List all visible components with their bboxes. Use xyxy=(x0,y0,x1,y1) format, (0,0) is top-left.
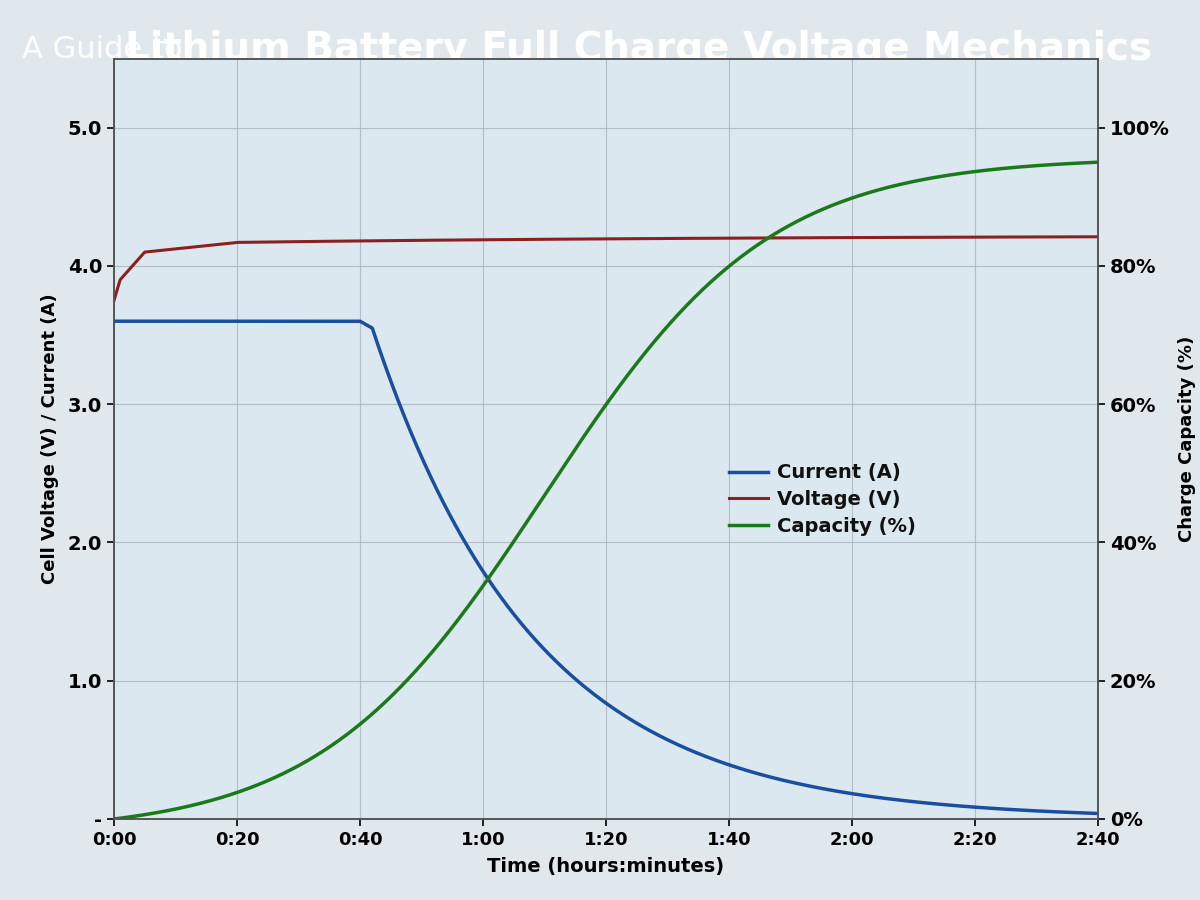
Legend: Current (A), Voltage (V), Capacity (%): Current (A), Voltage (V), Capacity (%) xyxy=(721,455,924,544)
Y-axis label: Charge Capacity (%): Charge Capacity (%) xyxy=(1178,336,1196,542)
X-axis label: Time (hours:minutes): Time (hours:minutes) xyxy=(487,857,725,876)
Text: Lithium Battery Full Charge Voltage Mechanics: Lithium Battery Full Charge Voltage Mech… xyxy=(125,30,1152,68)
Text: A Guide to: A Guide to xyxy=(22,34,192,64)
Y-axis label: Cell Voltage (V) / Current (A): Cell Voltage (V) / Current (A) xyxy=(42,293,60,584)
